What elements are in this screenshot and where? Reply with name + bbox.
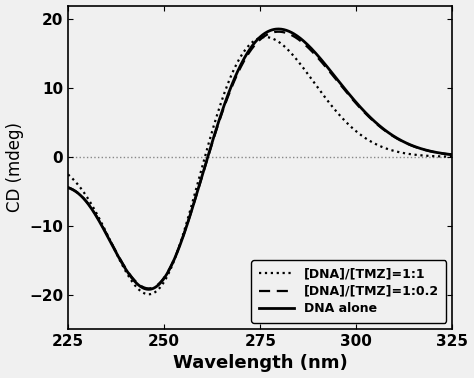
[DNA]/[TMZ]=1:1 [323,96,329,101]
[DNA]/[TMZ]=1:1 [146,292,152,297]
[DNA]/[TMZ]=1:1 [65,172,71,177]
Legend: [DNA]/[TMZ]=1:1, [DNA]/[TMZ]=1:0.2, DNA alone: [DNA]/[TMZ]=1:1, [DNA]/[TMZ]=1:0.2, DNA … [251,260,446,323]
DNA alone [240,59,246,64]
[DNA]/[TMZ]=1:1 [356,131,362,136]
Y-axis label: CD (mdeg): CD (mdeg) [6,122,24,212]
DNA alone [293,33,299,37]
[DNA]/[TMZ]=1:1 [164,273,170,278]
Line: [DNA]/[TMZ]=1:1: [DNA]/[TMZ]=1:1 [68,37,453,294]
Line: [DNA]/[TMZ]=1:0.2: [DNA]/[TMZ]=1:0.2 [68,32,453,288]
[DNA]/[TMZ]=1:0.2 [323,65,329,70]
DNA alone [164,271,170,275]
[DNA]/[TMZ]=1:0.2 [146,286,152,291]
Line: DNA alone: DNA alone [68,29,453,289]
[DNA]/[TMZ]=1:0.2 [133,280,139,284]
DNA alone [450,152,456,157]
[DNA]/[TMZ]=1:1 [450,155,456,159]
DNA alone [276,27,282,31]
[DNA]/[TMZ]=1:1 [133,285,139,289]
DNA alone [65,185,71,190]
[DNA]/[TMZ]=1:0.2 [164,270,170,274]
DNA alone [323,63,329,68]
[DNA]/[TMZ]=1:0.2 [293,36,299,40]
[DNA]/[TMZ]=1:0.2 [240,61,246,66]
[DNA]/[TMZ]=1:1 [240,51,246,56]
[DNA]/[TMZ]=1:0.2 [276,29,282,34]
DNA alone [356,103,362,108]
[DNA]/[TMZ]=1:1 [293,56,299,61]
DNA alone [133,280,139,285]
X-axis label: Wavelength (nm): Wavelength (nm) [173,355,347,372]
DNA alone [146,287,152,291]
[DNA]/[TMZ]=1:0.2 [450,152,456,157]
[DNA]/[TMZ]=1:1 [262,35,268,39]
[DNA]/[TMZ]=1:0.2 [356,104,362,109]
[DNA]/[TMZ]=1:0.2 [65,185,71,190]
